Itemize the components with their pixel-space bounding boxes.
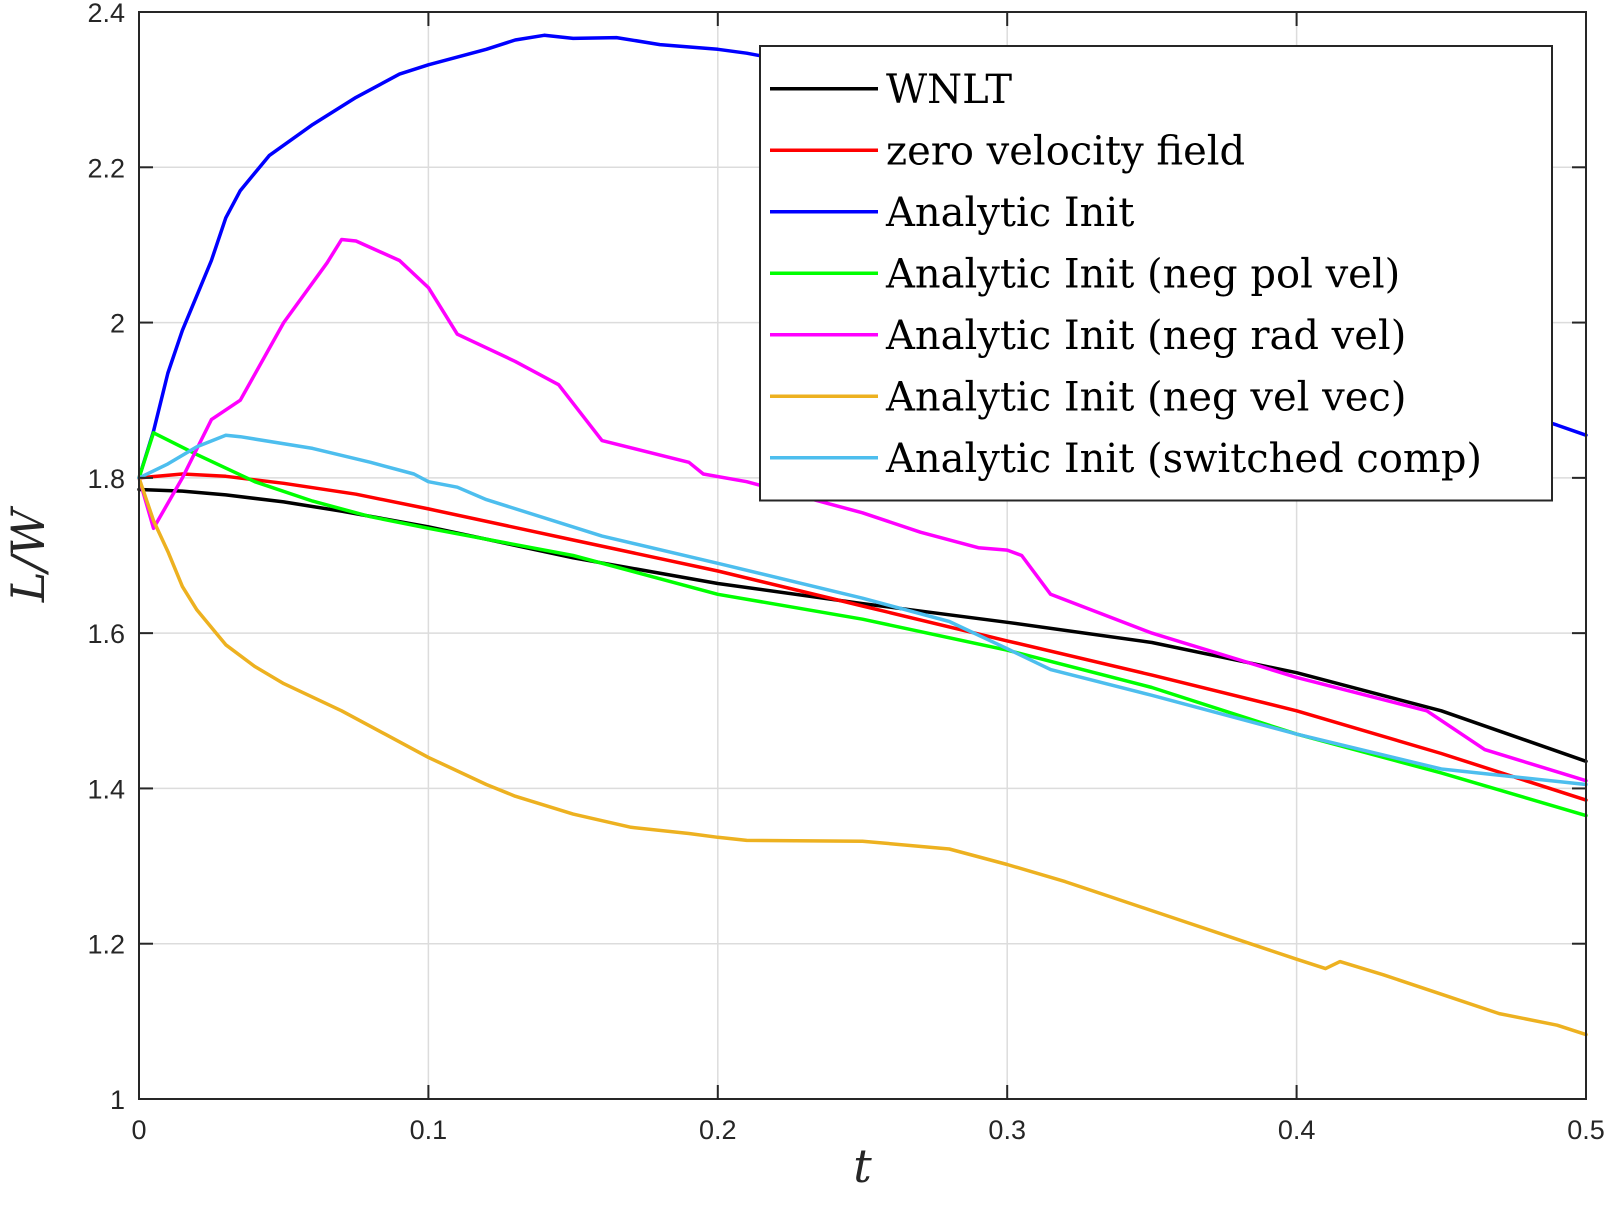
- x-axis-label: t: [853, 1139, 872, 1193]
- y-tick-label-6: 2.2: [87, 153, 125, 183]
- legend-label-0: WNLT: [886, 67, 1012, 113]
- legend-label-2: Analytic Init: [885, 190, 1134, 236]
- y-tick-label-3: 1.6: [87, 619, 125, 649]
- series-line-2: [137, 33, 1588, 480]
- plot-series: [137, 33, 1588, 1037]
- series-line-1: [137, 472, 1588, 802]
- legend-label-6: Analytic Init (switched comp): [885, 436, 1482, 482]
- x-tick-label-1: 0.1: [410, 1115, 448, 1145]
- x-tick-label-5: 0.5: [1567, 1115, 1605, 1145]
- legend-label-4: Analytic Init (neg rad vel): [885, 313, 1406, 359]
- series-line-3: [137, 431, 1588, 818]
- y-tick-label-4: 1.8: [87, 464, 125, 494]
- legend-box: [759, 45, 1553, 502]
- legend-label-3: Analytic Init (neg pol vel): [885, 251, 1400, 297]
- y-tick-label-5: 2: [110, 309, 125, 339]
- axis-ticks: 0 0.1 0.2 0.3 0.4 0.5 1 1.2 1.4 1.6 1.8 2 2.2 2.4: [87, 0, 1604, 1145]
- y-tick-label-7: 2.4: [87, 0, 125, 28]
- legend: WNLT zero velocity field Analytic Init Anal…: [759, 45, 1553, 502]
- y-tick-label-2: 1.4: [87, 774, 125, 804]
- legend-label-5: Analytic Init (neg vel vec): [885, 374, 1406, 420]
- x-tick-label-2: 0.2: [699, 1115, 737, 1145]
- series-line-6: [137, 433, 1588, 787]
- x-tick-label-4: 0.4: [1278, 1115, 1316, 1145]
- series-line-4: [137, 237, 1588, 783]
- y-tick-label-1: 1.2: [87, 930, 125, 960]
- y-tick-label-0: 1: [110, 1085, 125, 1115]
- x-tick-label-0: 0: [131, 1115, 146, 1145]
- legend-label-1: zero velocity field: [886, 128, 1245, 174]
- x-tick-label-3: 0.3: [988, 1115, 1026, 1145]
- series-line-5: [137, 476, 1588, 1037]
- axes-box: [138, 11, 1587, 1100]
- y-axis-label: L/W: [1, 505, 55, 603]
